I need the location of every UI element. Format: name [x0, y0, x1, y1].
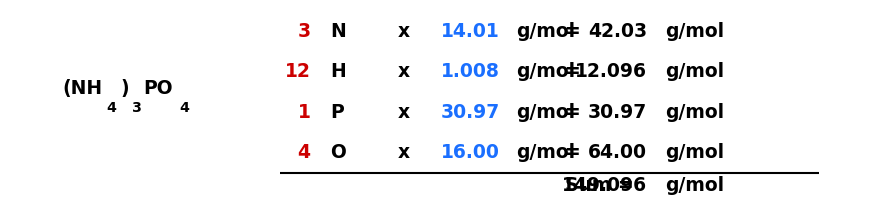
Text: 12: 12	[285, 62, 310, 81]
Text: g/mol: g/mol	[665, 62, 725, 81]
Text: 30.97: 30.97	[588, 103, 647, 122]
Text: =: =	[566, 22, 581, 41]
Text: PO: PO	[143, 79, 173, 98]
Text: (NH: (NH	[62, 79, 102, 98]
Text: 149.096: 149.096	[562, 176, 647, 195]
Text: g/mol: g/mol	[665, 22, 725, 41]
Text: 14.01: 14.01	[441, 22, 499, 41]
Text: g/mol: g/mol	[517, 62, 575, 81]
Text: ): )	[120, 79, 129, 98]
Text: H: H	[330, 62, 346, 81]
Text: 3: 3	[132, 101, 141, 115]
Text: 1.008: 1.008	[441, 62, 499, 81]
Text: g/mol: g/mol	[517, 22, 575, 41]
Text: x: x	[397, 62, 409, 81]
Text: 42.03: 42.03	[588, 22, 647, 41]
Text: 4: 4	[298, 143, 310, 162]
Text: N: N	[330, 22, 346, 41]
Text: 30.97: 30.97	[441, 103, 500, 122]
Text: =: =	[566, 62, 581, 81]
Text: x: x	[397, 103, 409, 122]
Text: Sum =: Sum =	[566, 176, 634, 195]
Text: 3: 3	[297, 22, 310, 41]
Text: x: x	[397, 143, 409, 162]
Text: g/mol: g/mol	[665, 103, 725, 122]
Text: 1: 1	[298, 103, 310, 122]
Text: =: =	[566, 143, 581, 162]
Text: g/mol: g/mol	[665, 176, 725, 195]
Text: g/mol: g/mol	[665, 143, 725, 162]
Text: g/mol: g/mol	[517, 143, 575, 162]
Text: =: =	[566, 103, 581, 122]
Text: O: O	[330, 143, 347, 162]
Text: 4: 4	[180, 101, 189, 115]
Text: P: P	[330, 103, 344, 122]
Text: x: x	[397, 22, 409, 41]
Text: 12.096: 12.096	[575, 62, 647, 81]
Text: 16.00: 16.00	[441, 143, 499, 162]
Text: 64.00: 64.00	[588, 143, 647, 162]
Text: 4: 4	[107, 101, 117, 115]
Text: g/mol: g/mol	[517, 103, 575, 122]
